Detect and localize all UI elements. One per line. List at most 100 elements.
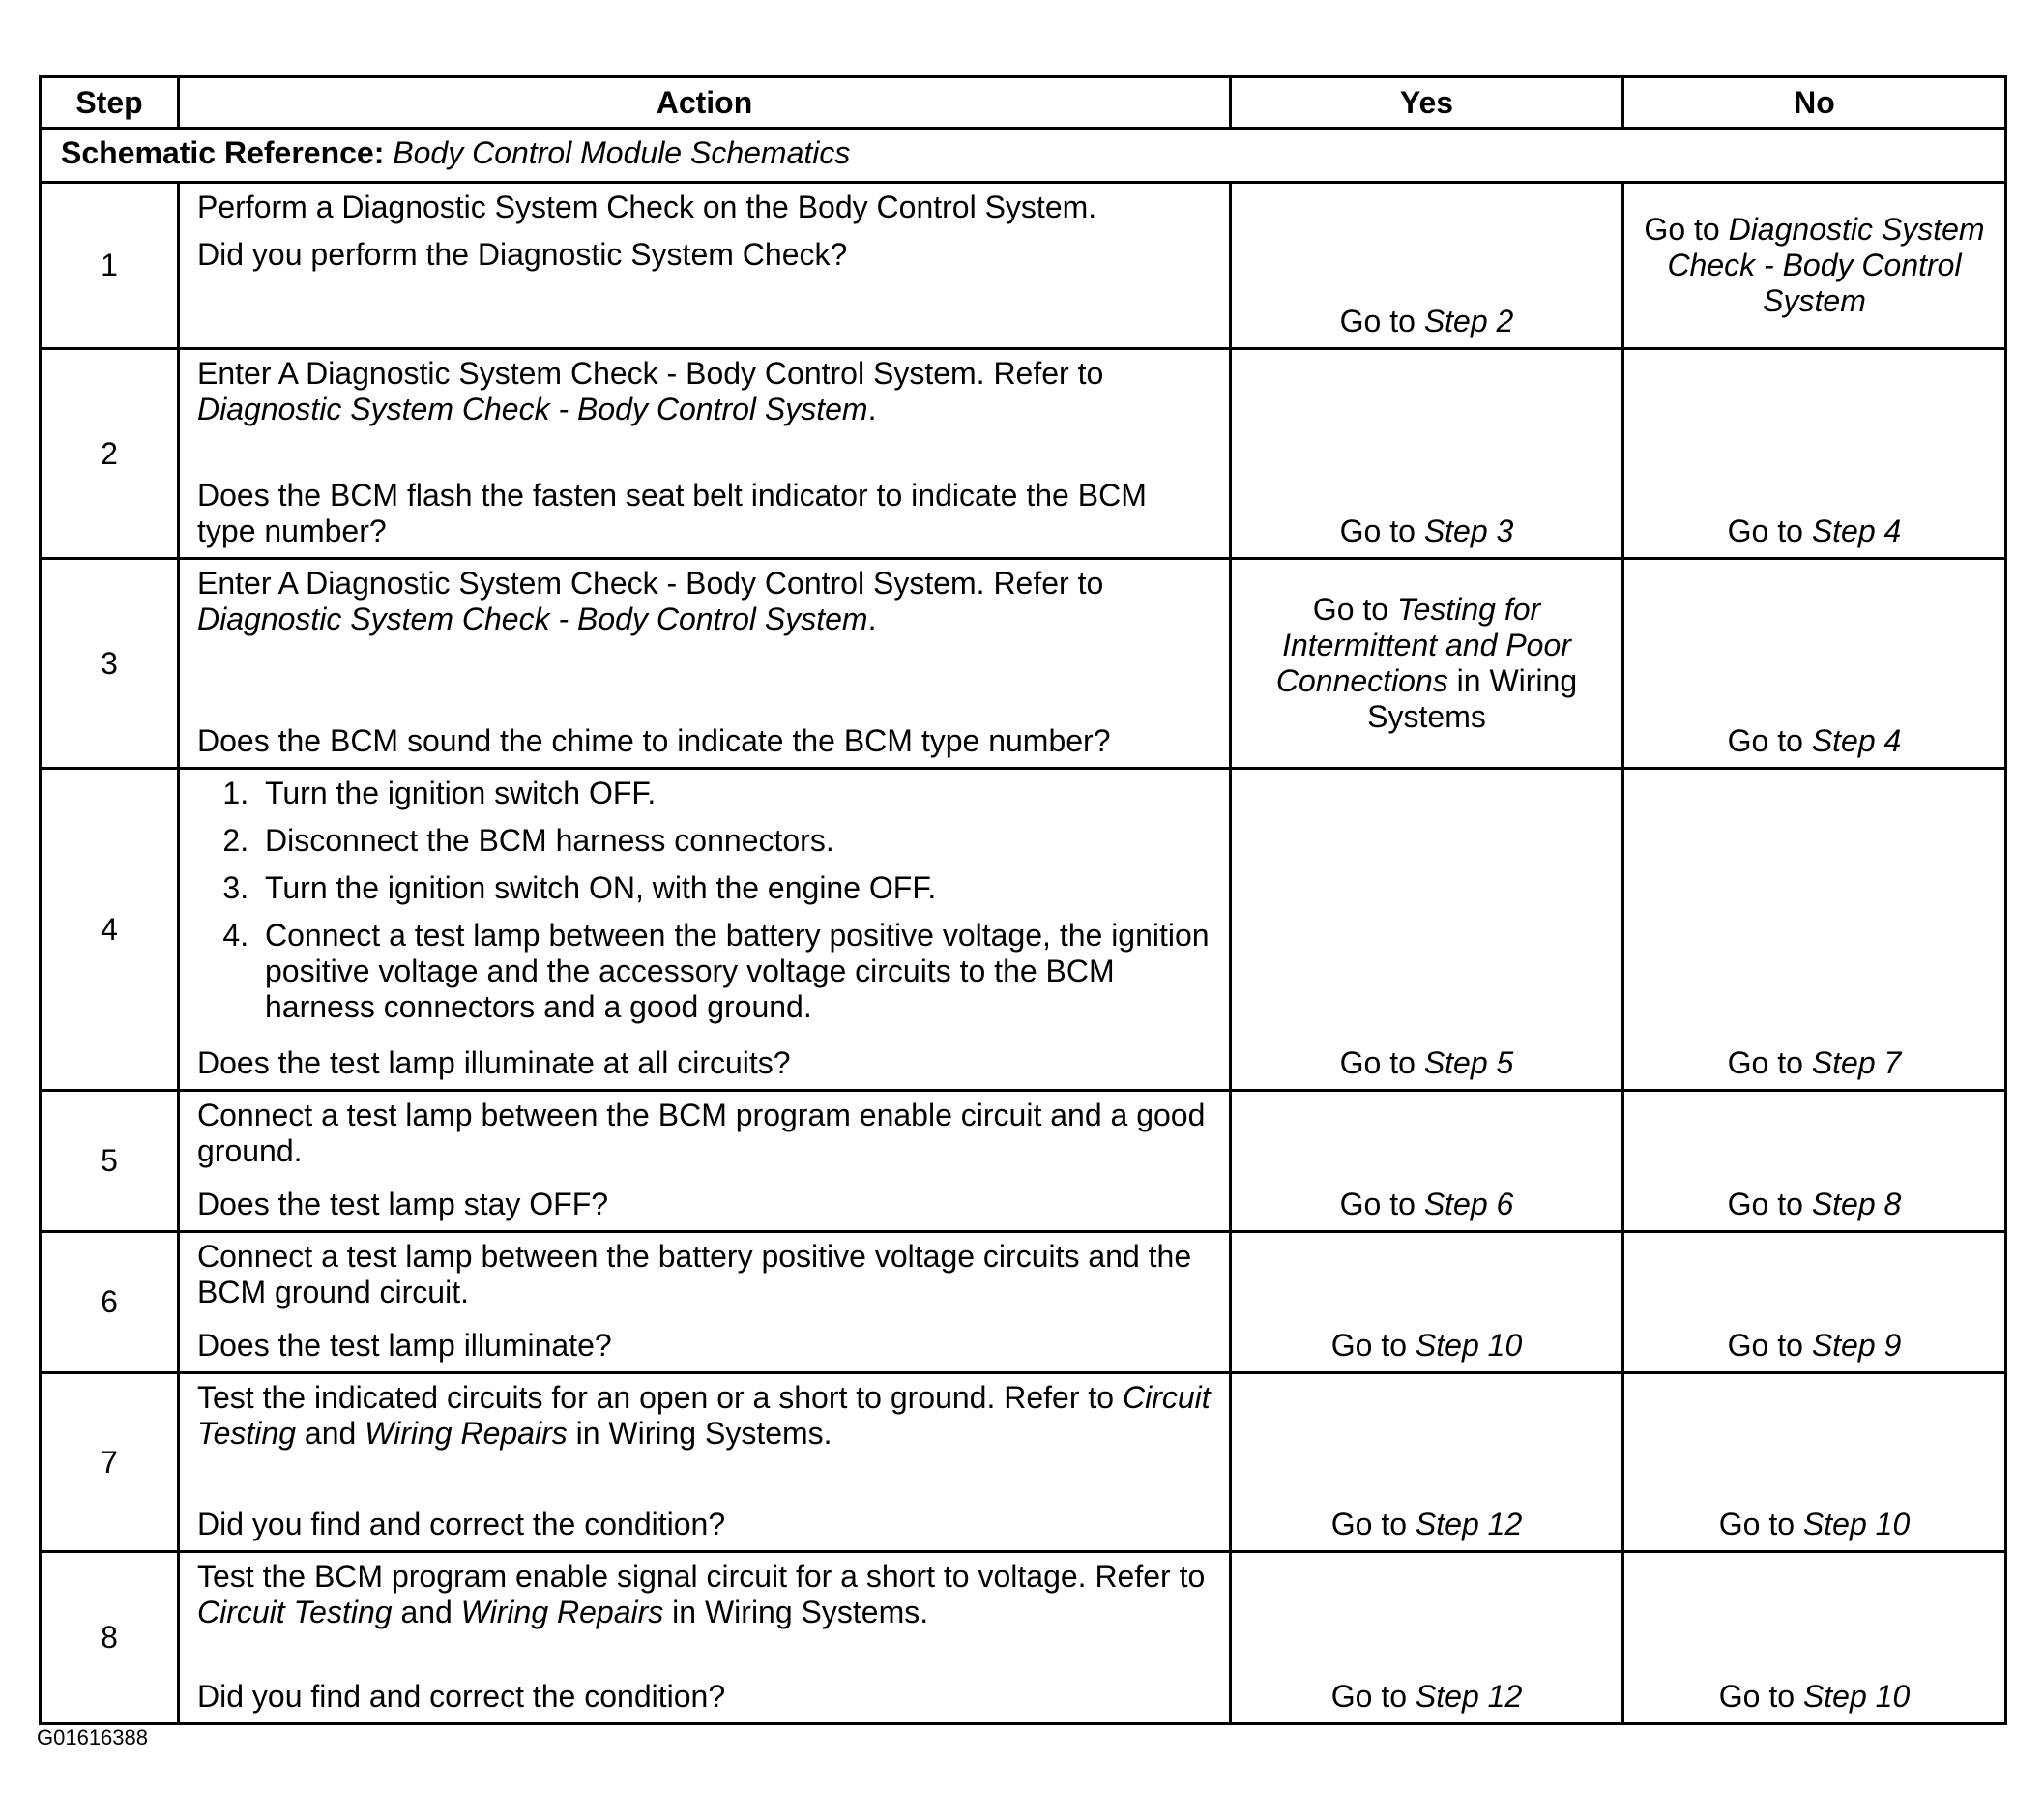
text: Go to <box>1727 513 1812 548</box>
action-question: Does the test lamp stay OFF? <box>197 1187 1212 1222</box>
text: Go to <box>1330 1679 1416 1714</box>
action-cell: Connect a test lamp between the battery … <box>177 1230 1232 1374</box>
no-result: Go to Step 4 <box>1621 557 2007 770</box>
table-row: 5 Connect a test lamp between the BCM pro… <box>39 1089 2007 1233</box>
action-paragraph: Perform a Diagnostic System Check on the… <box>197 190 1212 225</box>
text: Go to <box>1312 592 1397 627</box>
text: in Wiring Systems. <box>567 1416 832 1451</box>
reference-link[interactable]: Step 12 <box>1415 1507 1523 1541</box>
action-question: Does the test lamp illuminate? <box>197 1328 1212 1364</box>
text: Does the test lamp illuminate? <box>197 1328 612 1363</box>
reference-link[interactable]: Diagnostic System Check - Body Control S… <box>197 601 868 636</box>
text: Test the BCM program enable signal circu… <box>197 1559 1206 1594</box>
action-cell: Test the BCM program enable signal circu… <box>177 1550 1232 1725</box>
header-row: Step Action Yes No <box>39 75 2007 130</box>
table-row: 4 Turn the ignition switch OFF. Disconnect… <box>39 767 2007 1092</box>
text: Did you find and correct the condition? <box>197 1679 726 1714</box>
action-paragraph: Test the indicated circuits for an open … <box>197 1380 1212 1452</box>
text: Does the BCM flash the fasten seat belt … <box>197 478 1147 548</box>
step-number: 2 <box>39 347 180 560</box>
action-question: Does the BCM sound the chime to indicate… <box>197 723 1212 759</box>
text: Connect a test lamp between the battery … <box>197 1239 1192 1309</box>
reference-link[interactable]: Step 10 <box>1415 1328 1523 1363</box>
text: Connect a test lamp between the BCM prog… <box>197 1098 1206 1168</box>
text: Does the test lamp illuminate at all cir… <box>197 1045 791 1080</box>
reference-link[interactable]: Step 10 <box>1802 1679 1911 1714</box>
text: in Wiring Systems <box>1367 663 1578 734</box>
yes-result: Go to Step 12 <box>1229 1550 1624 1725</box>
action-cell: Test the indicated circuits for an open … <box>177 1371 1232 1553</box>
action-question: Did you find and correct the condition? <box>197 1507 1212 1542</box>
reference-link[interactable]: Step 4 <box>1811 513 1902 548</box>
text: Enter A Diagnostic System Check - Body C… <box>197 356 1104 391</box>
action-steps-list: Turn the ignition switch OFF. Disconnect … <box>197 776 1212 1025</box>
schematic-label: Schematic Reference: <box>61 135 385 170</box>
action-cell: Enter A Diagnostic System Check - Body C… <box>177 347 1232 560</box>
reference-link[interactable]: Step 12 <box>1415 1679 1523 1714</box>
header-no: No <box>1621 75 2007 130</box>
no-result: Go to Step 9 <box>1621 1230 2007 1374</box>
action-paragraph: Enter A Diagnostic System Check - Body C… <box>197 566 1212 637</box>
text: Go to <box>1330 1328 1416 1363</box>
reference-link[interactable]: Step 5 <box>1423 1045 1514 1080</box>
reference-link[interactable]: Step 8 <box>1811 1187 1902 1221</box>
table-row: 7 Test the indicated circuits for an open… <box>39 1371 2007 1553</box>
action-step: Connect a test lamp between the battery … <box>257 918 1212 1025</box>
action-cell: Enter A Diagnostic System Check - Body C… <box>177 557 1232 770</box>
reference-link[interactable]: Circuit Testing <box>197 1595 393 1629</box>
reference-link[interactable]: Step 4 <box>1811 723 1902 758</box>
text: Did you find and correct the condition? <box>197 1507 726 1541</box>
action-step: Disconnect the BCM harness connectors. <box>257 823 1212 859</box>
step-number: 5 <box>39 1089 180 1233</box>
table-row: 1 Perform a Diagnostic System Check on th… <box>39 181 2007 350</box>
reference-link[interactable]: Circuit Testing <box>197 1380 1211 1451</box>
reference-link[interactable]: Step 2 <box>1423 304 1514 338</box>
reference-link[interactable]: Step 7 <box>1811 1045 1902 1080</box>
reference-link[interactable]: Diagnostic System Check - Body Control S… <box>197 392 868 426</box>
action-paragraph: Test the BCM program enable signal circu… <box>197 1559 1212 1630</box>
step-number: 3 <box>39 557 180 770</box>
text: Perform a Diagnostic System Check on the… <box>197 190 1097 224</box>
action-cell: Perform a Diagnostic System Check on the… <box>177 181 1232 350</box>
text: Go to <box>1339 304 1424 338</box>
reference-link[interactable]: Step 3 <box>1423 513 1514 548</box>
action-paragraph: Enter A Diagnostic System Check - Body C… <box>197 356 1212 427</box>
text: Does the test lamp stay OFF? <box>197 1187 609 1221</box>
table-row: 2 Enter A Diagnostic System Check - Body … <box>39 347 2007 560</box>
reference-link[interactable]: Step 6 <box>1423 1187 1514 1221</box>
text: Go to <box>1330 1507 1416 1541</box>
action-question: Does the BCM flash the fasten seat belt … <box>197 478 1212 549</box>
action-paragraph: Did you perform the Diagnostic System Ch… <box>197 237 1212 273</box>
action-paragraph: Connect a test lamp between the battery … <box>197 1239 1212 1310</box>
no-result: Go to Step 8 <box>1621 1089 2007 1233</box>
text: Go to <box>1339 1187 1424 1221</box>
reference-link[interactable]: Wiring Repairs <box>365 1416 568 1451</box>
text: . <box>867 601 877 636</box>
table-row: 8 Test the BCM program enable signal circ… <box>39 1550 2007 1725</box>
reference-link[interactable]: Diagnostic System Check - Body Control S… <box>1667 212 1985 318</box>
text: Enter A Diagnostic System Check - Body C… <box>197 566 1104 601</box>
no-result: Go to Diagnostic System Check - Body Con… <box>1621 181 2007 350</box>
text: Go to <box>1727 723 1812 758</box>
reference-link[interactable]: Testing for Intermittent and Poor Connec… <box>1275 592 1571 698</box>
text: . <box>867 392 877 426</box>
text: Test the indicated circuits for an open … <box>197 1380 1123 1415</box>
text: and <box>296 1416 365 1451</box>
step-number: 1 <box>39 181 180 350</box>
reference-link[interactable]: Wiring Repairs <box>460 1595 664 1629</box>
reference-link[interactable]: Step 9 <box>1811 1328 1902 1363</box>
action-question: Does the test lamp illuminate at all cir… <box>197 1045 1212 1081</box>
text: and <box>392 1595 461 1629</box>
action-question: Did you find and correct the condition? <box>197 1679 1212 1715</box>
yes-result: Go to Step 2 <box>1229 181 1624 350</box>
yes-result: Go to Testing for Intermittent and Poor … <box>1229 557 1624 770</box>
yes-result: Go to Step 10 <box>1229 1230 1624 1374</box>
step-number: 4 <box>39 767 180 1092</box>
schematic-reference-row: Schematic Reference: Body Control Module… <box>39 127 2007 184</box>
text: Go to <box>1727 1328 1812 1363</box>
step-number: 7 <box>39 1371 180 1553</box>
schematic-link[interactable]: Body Control Module Schematics <box>393 135 851 170</box>
action-step: Turn the ignition switch ON, with the en… <box>257 870 1212 906</box>
reference-link[interactable]: Step 10 <box>1802 1507 1911 1541</box>
text: Go to <box>1727 1045 1812 1080</box>
